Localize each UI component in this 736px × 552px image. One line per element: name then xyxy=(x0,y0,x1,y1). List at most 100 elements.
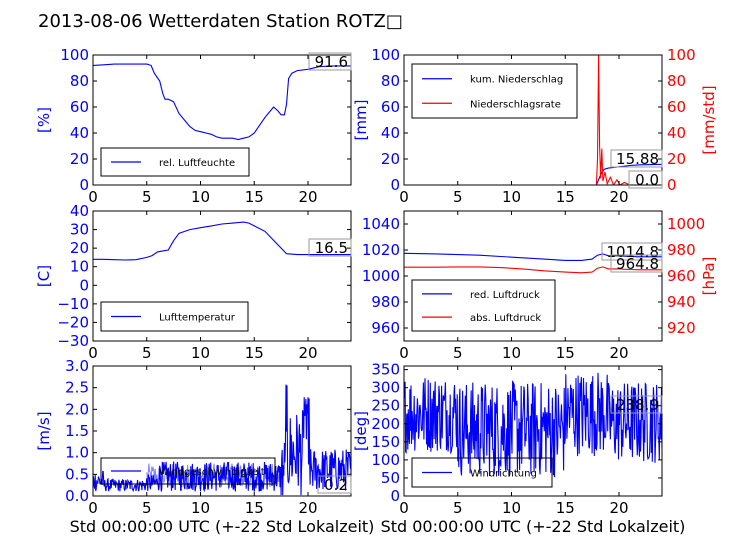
x-tick-label: 20 xyxy=(609,344,628,362)
legend-label: kum. Niederschlag xyxy=(470,75,563,86)
x-tick-label: 0 xyxy=(399,344,409,362)
series-line-0 xyxy=(93,63,351,141)
series-line-0 xyxy=(404,372,662,478)
y-tick-label: 40 xyxy=(70,202,89,220)
last-value-label: 16.5 xyxy=(315,239,348,257)
y-axis-label: [m/s] xyxy=(35,411,53,450)
y-tick-label: 10 xyxy=(70,258,89,276)
panel-pressure: 0 5 10 15 20 960 980 1000 1020 1040 920 940 960 980 10… xyxy=(362,210,718,362)
x-tick-label: 10 xyxy=(502,499,521,517)
x-tick-label: 15 xyxy=(245,499,264,517)
axes-frame xyxy=(92,54,352,186)
y-tick-label: 250 xyxy=(371,397,400,415)
y-tick-label: 100 xyxy=(371,46,400,64)
last-value-label: 238.9 xyxy=(616,396,659,414)
y-tick-label-right: 100 xyxy=(667,46,696,64)
last-value-label-box xyxy=(317,475,352,494)
last-value-left-label-box xyxy=(601,242,663,261)
series-line-0 xyxy=(93,384,351,496)
legend: kum. Niederschlag Niederschlagsrate xyxy=(411,63,578,119)
y-axis-label: [deg] xyxy=(352,411,370,451)
y-tick-label: 2.0 xyxy=(65,400,89,418)
panel-precipitation: 0 5 10 15 20 0 20 40 60 80 100 0 20 40 60 80 100 [mm] [mm/… xyxy=(352,46,718,206)
x-tick-label: 10 xyxy=(502,344,521,362)
last-value-label-box xyxy=(308,52,352,71)
x-tick-label: 15 xyxy=(556,188,575,206)
legend: Lufttemperatur xyxy=(100,301,249,332)
y-tick-label: 150 xyxy=(371,433,400,451)
y-tick-label: 30 xyxy=(70,221,89,239)
y-tick-label: 350 xyxy=(371,361,400,379)
x-tick-label: 10 xyxy=(502,188,521,206)
y-tick-label: 60 xyxy=(70,98,89,116)
x-axis-label-left: Std 00:00:00 UTC (+-22 Std Lokalzeit) xyxy=(70,517,375,536)
y-tick-label-right: 940 xyxy=(667,293,696,311)
y-tick-label-right: 60 xyxy=(667,98,686,116)
x-tick-label: 15 xyxy=(245,344,264,362)
last-value-left-label: 1014.8 xyxy=(607,243,660,261)
y-tick-label-right: 980 xyxy=(667,241,696,259)
y-tick-label-right: 0 xyxy=(667,176,677,194)
last-value-right-label-box xyxy=(628,170,663,189)
y-tick-label: 3.0 xyxy=(65,357,89,375)
y-tick-label: 80 xyxy=(70,72,89,90)
y-axis-label: [mm] xyxy=(352,100,370,141)
x-axis-label-right: Std 00:00:00 UTC (+-22 Std Lokalzeit) xyxy=(381,517,686,536)
y-axis-label-right: [hPa] xyxy=(700,257,718,296)
y-tick-label: 1000 xyxy=(362,267,400,285)
legend: rel. Luftfeuchte xyxy=(100,147,250,177)
y-tick-label: 980 xyxy=(371,293,400,311)
panel-wind_direction: 0 5 10 15 20050100150200250300350[deg]238.9W… xyxy=(352,361,663,517)
y-tick-label: 1.0 xyxy=(65,444,89,462)
y-tick-label: 0.5 xyxy=(65,465,89,483)
last-value-label-box xyxy=(610,395,663,414)
y-tick-label: 960 xyxy=(371,319,400,337)
axes-frame xyxy=(403,365,663,497)
y-tick-label: 300 xyxy=(371,379,400,397)
y-tick-label: 40 xyxy=(70,124,89,142)
x-tick-label: 5 xyxy=(453,188,463,206)
series-line-0 xyxy=(93,221,351,261)
series-line-0 xyxy=(404,252,662,261)
x-tick-label: 15 xyxy=(245,188,264,206)
y-tick-label: 50 xyxy=(381,469,400,487)
x-tick-label: 10 xyxy=(191,344,210,362)
series-line-0 xyxy=(404,163,662,185)
y-tick-label: −30 xyxy=(57,332,89,350)
y-tick-label: 40 xyxy=(381,124,400,142)
last-value-label: 91.6 xyxy=(315,53,348,71)
panel-wind_speed: 0 5 10 15 20 0.0 0.5 1.0 1.5 2.0 2.5 3.0 [m/s] 0.2 Win… xyxy=(35,357,352,517)
y-tick-label: 1040 xyxy=(362,215,400,233)
x-tick-label: 5 xyxy=(453,499,463,517)
last-value-label: 0.2 xyxy=(324,476,348,494)
legend-box xyxy=(411,63,578,119)
y-tick-label: 100 xyxy=(371,451,400,469)
y-tick-label: 20 xyxy=(70,150,89,168)
y-tick-label-right: 1000 xyxy=(667,215,705,233)
legend-label: Lufttemperatur xyxy=(159,313,236,324)
y-tick-label: 1020 xyxy=(362,241,400,259)
x-tick-label: 5 xyxy=(142,344,152,362)
y-tick-label-right: 40 xyxy=(667,124,686,142)
x-tick-label: 5 xyxy=(142,188,152,206)
last-value-right-label: 0.0 xyxy=(635,171,659,189)
x-tick-label: 20 xyxy=(609,499,628,517)
x-tick-label: 5 xyxy=(142,499,152,517)
panel-temperature: 0 5 10 15 20−30−20−10010203040[C]16.5Lufttem… xyxy=(35,202,352,362)
x-tick-label: 0 xyxy=(399,499,409,517)
y-tick-label: 100 xyxy=(60,46,89,64)
legend: Windgeschwindigkeit xyxy=(100,457,276,485)
y-tick-label: 0 xyxy=(390,487,400,505)
legend-box xyxy=(100,147,250,177)
y-tick-label-right: 960 xyxy=(667,267,696,285)
legend: Windrichtung xyxy=(411,457,553,488)
x-tick-label: 0 xyxy=(88,344,98,362)
x-tick-label: 15 xyxy=(556,344,575,362)
legend: red. Luftdruck abs. Luftdruck xyxy=(411,279,556,332)
legend-label: rel. Luftfeuchte xyxy=(159,158,235,169)
x-tick-label: 5 xyxy=(453,344,463,362)
y-tick-label: −20 xyxy=(57,313,89,331)
y-tick-label: 1.5 xyxy=(65,422,89,440)
panel-humidity: 0 5 10 15 20 0 20 40 60 80 100 [%] 91.6 rel. Luftfeuc… xyxy=(35,46,352,206)
